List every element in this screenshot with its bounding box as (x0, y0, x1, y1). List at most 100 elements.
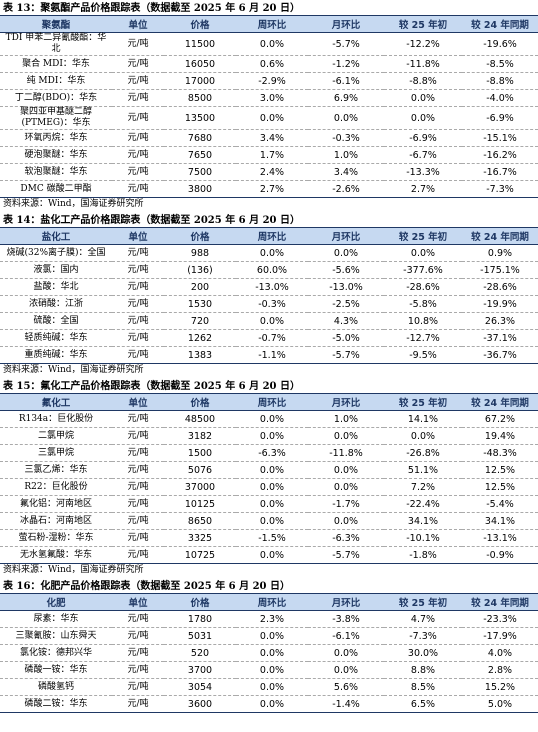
header-cell: 较 24 年同期 (462, 227, 538, 245)
cell: 0.0% (236, 461, 308, 479)
product-name: 聚合 MDI：华东 (0, 55, 112, 73)
table-row: 浓硝酸：江浙 元/吨 1530 -0.3% -2.5% -5.8% -19.9% (0, 295, 538, 313)
cell: -13.3% (384, 163, 462, 181)
cell: 5.6% (308, 678, 384, 696)
cell: -37.1% (462, 329, 538, 347)
table-row: 尿素：华东 元/吨 1780 2.3% -3.8% 4.7% -23.3% (0, 610, 538, 628)
header-cell: 单位 (112, 593, 164, 611)
header-cell: 单位 (112, 15, 164, 33)
header-cell: 月环比 (308, 15, 384, 33)
product-name: 无水氢氟酸：华东 (0, 546, 112, 564)
cell: 988 (164, 244, 236, 262)
cell: -23.3% (462, 610, 538, 628)
header-cell: 较 25 年初 (384, 15, 462, 33)
header-row: 氟化工 单位 价格 周环比 月环比较 25 年初较 24 年同期 (0, 393, 538, 411)
cell: 2.8% (462, 661, 538, 679)
unit: 元/吨 (112, 678, 164, 696)
unit: 元/吨 (112, 461, 164, 479)
cell: -6.9% (462, 106, 538, 130)
cell: 0.0% (236, 32, 308, 56)
unit: 元/吨 (112, 55, 164, 73)
cell: -19.9% (462, 295, 538, 313)
product-name: 三氯甲烷 (0, 444, 112, 462)
table-row: 软泡聚醚：华东 元/吨 7500 2.4% 3.4% -13.3% -16.7% (0, 163, 538, 181)
table-row: 萤石粉-湿粉：华东 元/吨 3325 -1.5% -6.3% -10.1% -13.1% (0, 529, 538, 547)
unit: 元/吨 (112, 644, 164, 662)
table-row: 磷酸氢钙 元/吨 3054 0.0% 5.6% 8.5% 15.2% (0, 678, 538, 696)
cell: 19.4% (462, 427, 538, 445)
cell: 3600 (164, 695, 236, 713)
unit: 元/吨 (112, 180, 164, 198)
cell: -13.1% (462, 529, 538, 547)
header-cell: 月环比 (308, 593, 384, 611)
cell: -5.8% (384, 295, 462, 313)
table-row: 三氯乙烯：华东 元/吨 5076 0.0% 0.0% 51.1% 12.5% (0, 461, 538, 479)
unit: 元/吨 (112, 546, 164, 564)
cell: 2.3% (236, 610, 308, 628)
cell: 5.0% (462, 695, 538, 713)
cell: 12.5% (462, 478, 538, 496)
cell: 8.8% (384, 661, 462, 679)
unit: 元/吨 (112, 661, 164, 679)
header-cell: 价格 (164, 393, 236, 411)
cell: -17.9% (462, 627, 538, 645)
unit: 元/吨 (112, 627, 164, 645)
cell: -12.7% (384, 329, 462, 347)
unit: 元/吨 (112, 244, 164, 262)
table-row: R22：巨化股份 元/吨 37000 0.0% 0.0% 7.2% 12.5% (0, 478, 538, 496)
product-name: 聚四亚甲基醚二醇(PTMEG)：华东 (0, 106, 112, 130)
product-name: 氯化铵：德邦兴华 (0, 644, 112, 662)
cell: -6.1% (308, 72, 384, 90)
header-cell: 较 25 年初 (384, 227, 462, 245)
cell: 0.0% (236, 644, 308, 662)
cell: -3.8% (308, 610, 384, 628)
cell: -0.3% (236, 295, 308, 313)
unit: 元/吨 (112, 72, 164, 90)
cell: -6.1% (308, 627, 384, 645)
cell: 0.0% (236, 244, 308, 262)
unit: 元/吨 (112, 278, 164, 296)
header-cell: 较 24 年同期 (462, 393, 538, 411)
table-title: 表 14：盐化工产品价格跟踪表（数据截至 2025 年 6 月 20 日） (3, 215, 300, 226)
cell: -5.7% (308, 32, 384, 56)
cell: 60.0% (236, 261, 308, 279)
header-cell: 价格 (164, 593, 236, 611)
product-name: 纯 MDI：华东 (0, 72, 112, 90)
cell: -8.8% (462, 72, 538, 90)
header-cell: 较 25 年初 (384, 393, 462, 411)
cell: 1530 (164, 295, 236, 313)
header-cell: 月环比 (308, 227, 384, 245)
cell: -22.4% (384, 495, 462, 513)
table-title: 表 16：化肥产品价格跟踪表（数据截至 2025 年 6 月 20 日） (3, 581, 290, 592)
cell: 15.2% (462, 678, 538, 696)
cell: -16.2% (462, 146, 538, 164)
cell: 0.9% (462, 244, 538, 262)
cell: 0.0% (308, 427, 384, 445)
product-name: 硬泡聚醚：华东 (0, 146, 112, 164)
cell: -1.2% (308, 55, 384, 73)
product-name: 冰晶石：河南地区 (0, 512, 112, 530)
cell: 5031 (164, 627, 236, 645)
cell: 7500 (164, 163, 236, 181)
product-name: 丁二醇(BDO)：华东 (0, 89, 112, 107)
header-cell: 较 24 年同期 (462, 15, 538, 33)
cell: -0.9% (462, 546, 538, 564)
cell: 1262 (164, 329, 236, 347)
cell: -6.3% (236, 444, 308, 462)
product-name: TDI 甲苯二异氰酸酯：华北 (0, 32, 112, 56)
unit: 元/吨 (112, 106, 164, 130)
table-row: 环氧丙烷：华东 元/吨 7680 3.4% -0.3% -6.9% -15.1% (0, 129, 538, 147)
cell: 0.0% (236, 661, 308, 679)
cell: 0.6% (236, 55, 308, 73)
unit: 元/吨 (112, 32, 164, 56)
cell: 14.1% (384, 410, 462, 428)
product-name: 三氯乙烯：华东 (0, 461, 112, 479)
cell: -1.1% (236, 346, 308, 364)
source-note: 资料来源：Wind，国海证券研究所 (3, 365, 144, 375)
unit: 元/吨 (112, 512, 164, 530)
cell: 1.7% (236, 146, 308, 164)
cell: 17000 (164, 72, 236, 90)
unit: 元/吨 (112, 129, 164, 147)
header-cell: 化肥 (0, 593, 112, 611)
cell: (136) (164, 261, 236, 279)
